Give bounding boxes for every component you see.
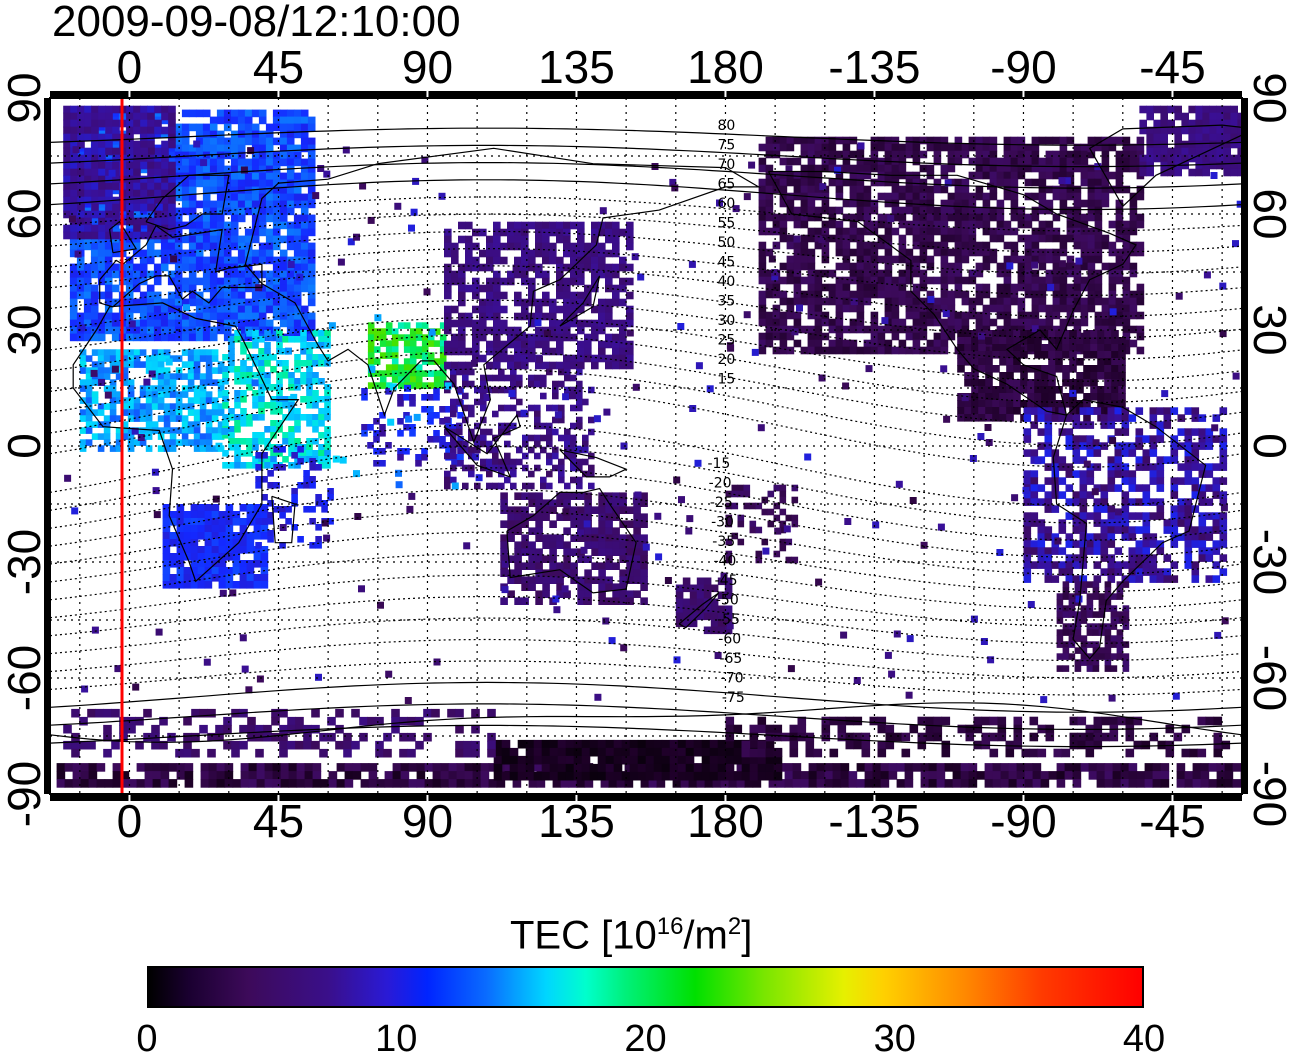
- tick-left-label: 90: [0, 72, 49, 123]
- colorbar-tick-label: 30: [874, 1018, 916, 1060]
- tick-right-label: -60: [1245, 645, 1292, 711]
- contour-label: 40: [717, 274, 735, 290]
- contour-label: 25: [717, 333, 735, 349]
- contour-label: 30: [717, 313, 735, 329]
- contour-label: 60: [717, 196, 735, 212]
- tick-left-label: -30: [0, 529, 49, 595]
- tick-left-label: -90: [0, 761, 49, 827]
- contour-label: 75: [717, 138, 735, 154]
- tick-left-label: 30: [0, 304, 49, 355]
- tick-top-label: 0: [117, 42, 143, 92]
- tick-left-label: -60: [0, 645, 49, 711]
- contour-label: -15: [707, 456, 730, 472]
- contour-label: 65: [717, 177, 735, 193]
- tick-top-label: -135: [828, 42, 920, 92]
- colorbar-tick-label: 0: [136, 1018, 157, 1060]
- contour-label: -25: [710, 495, 733, 511]
- contour-label: -55: [717, 612, 740, 628]
- contour-label: 70: [717, 157, 735, 173]
- tick-top-label: 180: [687, 42, 764, 92]
- tick-right-label: 60: [1245, 188, 1292, 239]
- contour-label: 35: [717, 294, 735, 310]
- contour-label: 45: [717, 255, 735, 271]
- tick-bot-label: 135: [538, 796, 615, 846]
- contour-label: -75: [722, 690, 745, 706]
- colorbar-tick-label: 40: [1123, 1018, 1165, 1060]
- contour-label: -45: [715, 573, 738, 589]
- tick-left-label: 60: [0, 188, 49, 239]
- contour-label: 20: [717, 352, 735, 368]
- contour-label: -60: [718, 632, 741, 648]
- tick-bot-label: -90: [990, 796, 1056, 846]
- colorbar-tick-label: 20: [624, 1018, 666, 1060]
- colorbar: [147, 966, 1144, 1008]
- tec-data-layer: [57, 106, 1250, 788]
- tick-top-label: 135: [538, 42, 615, 92]
- contour-label: -65: [719, 651, 742, 667]
- tick-right-label: 90: [1245, 72, 1292, 123]
- contour-label: -40: [713, 554, 736, 570]
- contour-label: -70: [721, 671, 744, 687]
- contour-label: 50: [717, 235, 735, 251]
- tick-top-label: -90: [990, 42, 1056, 92]
- colorbar-tick-label: 10: [375, 1018, 417, 1060]
- contour-label: 80: [717, 118, 735, 134]
- tick-top-label: 90: [402, 42, 453, 92]
- colorbar-title: TEC [1016/m2]: [510, 904, 752, 958]
- tick-bot-label: 0: [117, 796, 143, 846]
- tick-right-label: 0: [1245, 433, 1292, 459]
- tick-right-label: -90: [1245, 761, 1292, 827]
- tick-right-label: 30: [1245, 304, 1292, 355]
- tick-bot-label: 45: [253, 796, 304, 846]
- contour-label: -30: [711, 515, 734, 531]
- tick-top-label: -45: [1139, 42, 1205, 92]
- contour-label: -20: [709, 476, 732, 492]
- tick-bot-label: -135: [828, 796, 920, 846]
- tick-left-label: 0: [0, 433, 49, 459]
- contour-label: -35: [712, 534, 735, 550]
- contour-label: -50: [716, 593, 739, 609]
- contour-label: 15: [717, 372, 735, 388]
- tick-right-label: -30: [1245, 529, 1292, 595]
- tick-bot-label: -45: [1139, 796, 1205, 846]
- tick-bot-label: 180: [687, 796, 764, 846]
- tick-bot-label: 90: [402, 796, 453, 846]
- tick-top-label: 45: [253, 42, 304, 92]
- contour-label: 55: [717, 216, 735, 232]
